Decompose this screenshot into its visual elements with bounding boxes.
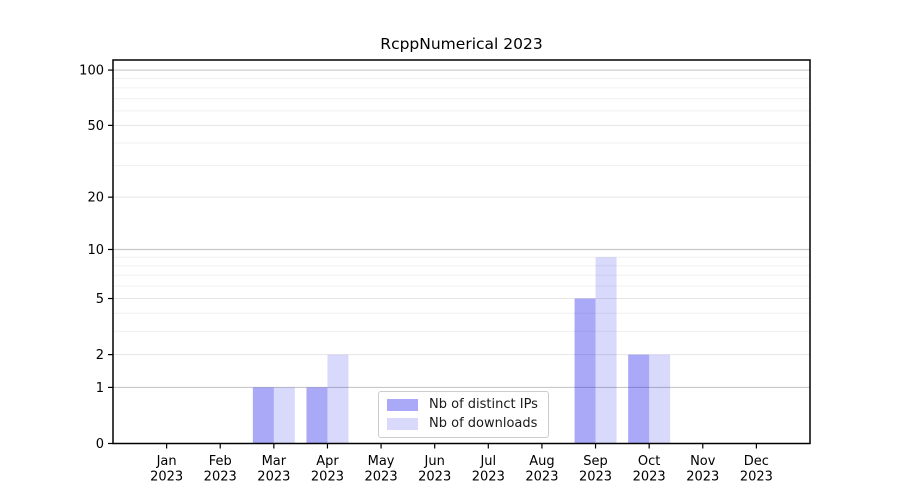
- x-tick-label-month: Sep: [583, 454, 608, 469]
- bar-nb-of-distinct-ips-mar: [252, 387, 274, 444]
- x-tick-label-month: Nov: [690, 454, 716, 469]
- y-tick-label: 50: [87, 119, 104, 134]
- chart-title: RcppNumerical 2023: [380, 35, 543, 53]
- x-tick-label-year: 2023: [150, 470, 183, 485]
- legend-item: Nb of downloads: [387, 417, 538, 431]
- bar-nb-of-downloads-mar: [273, 387, 295, 444]
- x-tick-label-year: 2023: [472, 470, 505, 485]
- x-tick-label-year: 2023: [257, 470, 290, 485]
- x-tick-label-year: 2023: [204, 470, 237, 485]
- x-tick-label-month: Aug: [529, 454, 554, 469]
- x-tick-label-month: Jun: [424, 454, 445, 469]
- legend-item: Nb of distinct IPs: [387, 398, 538, 412]
- x-tick-label-month: May: [368, 454, 395, 469]
- bar-nb-of-distinct-ips-oct: [628, 354, 650, 444]
- bar-nb-of-downloads-sep: [595, 257, 617, 444]
- x-tick-label-month: Mar: [262, 454, 287, 469]
- legend-label: Nb of downloads: [429, 416, 538, 431]
- x-tick-label-year: 2023: [418, 470, 451, 485]
- bar-nb-of-distinct-ips-sep: [574, 298, 596, 444]
- x-tick-label-year: 2023: [686, 470, 719, 485]
- y-tick-label: 20: [87, 191, 104, 206]
- axes-frame: [112, 59, 811, 445]
- x-tick-label-month: Feb: [209, 454, 232, 469]
- x-tick-label-month: Apr: [316, 454, 339, 469]
- x-tick-label-month: Oct: [638, 454, 660, 469]
- legend: Nb of distinct IPs Nb of downloads: [378, 391, 549, 438]
- x-tick-label-year: 2023: [311, 470, 344, 485]
- y-tick-label: 10: [87, 243, 104, 258]
- legend-label: Nb of distinct IPs: [429, 397, 538, 412]
- y-tick-label: 0: [96, 437, 104, 452]
- x-tick-label-year: 2023: [365, 470, 398, 485]
- legend-swatch-icon: [387, 399, 418, 411]
- x-tick-label-year: 2023: [579, 470, 612, 485]
- y-tick-label: 1: [96, 381, 104, 396]
- y-tick-label: 5: [96, 292, 104, 307]
- x-tick-label-year: 2023: [525, 470, 558, 485]
- legend-swatch-icon: [387, 418, 418, 430]
- bar-nb-of-distinct-ips-apr: [306, 387, 328, 444]
- x-tick-label-month: Dec: [744, 454, 769, 469]
- bar-nb-of-downloads-oct: [649, 354, 671, 444]
- y-tick-label: 2: [96, 348, 104, 363]
- x-tick-label-month: Jan: [156, 454, 177, 469]
- x-tick-label-month: Jul: [479, 454, 496, 469]
- bar-nb-of-downloads-apr: [327, 354, 349, 444]
- x-tick-label-year: 2023: [740, 470, 773, 485]
- y-tick-label: 100: [79, 64, 104, 79]
- x-tick-label-year: 2023: [633, 470, 666, 485]
